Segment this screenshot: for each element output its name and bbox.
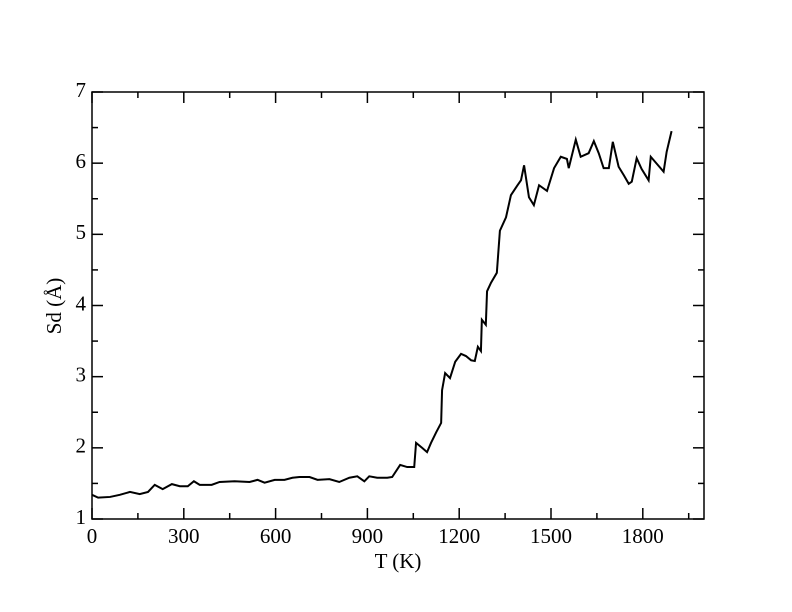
x-tick-label: 1200 bbox=[438, 524, 480, 548]
y-tick-label: 2 bbox=[76, 434, 87, 458]
y-tick-label: 4 bbox=[76, 291, 87, 315]
x-axis-label: T (K) bbox=[375, 549, 422, 573]
x-tick-label: 1800 bbox=[622, 524, 664, 548]
x-tick-label: 900 bbox=[352, 524, 384, 548]
x-tick-label: 1500 bbox=[530, 524, 572, 548]
y-tick-label: 3 bbox=[76, 362, 87, 386]
y-tick-label: 5 bbox=[76, 220, 87, 244]
x-tick-label: 600 bbox=[260, 524, 292, 548]
x-tick-label: 300 bbox=[168, 524, 200, 548]
data-line bbox=[91, 130, 673, 499]
x-tick-label: 0 bbox=[87, 524, 98, 548]
y-tick-label: 1 bbox=[76, 505, 87, 529]
y-tick-label: 6 bbox=[76, 149, 87, 173]
plot-frame bbox=[91, 91, 705, 520]
y-axis-label: Sd (Å) bbox=[42, 278, 66, 335]
y-tick-label: 7 bbox=[76, 78, 87, 102]
